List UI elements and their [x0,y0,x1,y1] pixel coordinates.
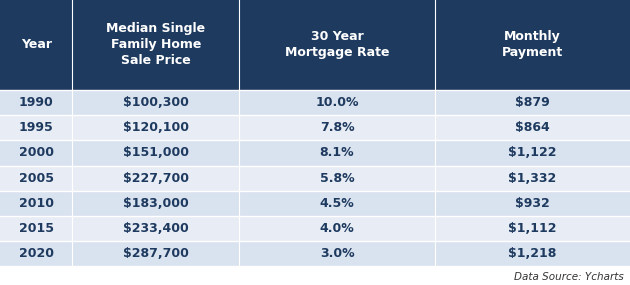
Text: $287,700: $287,700 [123,247,189,260]
Text: $932: $932 [515,197,550,210]
Text: $151,000: $151,000 [123,146,189,159]
Text: 2020: 2020 [19,247,54,260]
Text: 2005: 2005 [19,172,54,185]
Text: 3.0%: 3.0% [320,247,354,260]
Text: 4.5%: 4.5% [319,197,355,210]
Text: 1995: 1995 [19,121,54,134]
Text: $879: $879 [515,96,550,109]
Text: $1,332: $1,332 [508,172,556,185]
Text: Year: Year [21,38,52,51]
Text: 2010: 2010 [19,197,54,210]
Bar [0,140,630,166]
Text: $120,100: $120,100 [123,121,189,134]
Text: 2015: 2015 [19,222,54,235]
Text: $233,400: $233,400 [123,222,189,235]
Bar [0,266,630,285]
Text: $864: $864 [515,121,550,134]
Text: 10.0%: 10.0% [315,96,359,109]
Bar [0,0,630,90]
Bar [0,241,630,266]
Text: $1,218: $1,218 [508,247,556,260]
Bar [0,115,630,140]
Text: 5.8%: 5.8% [320,172,354,185]
Text: $183,000: $183,000 [123,197,189,210]
Text: $227,700: $227,700 [123,172,189,185]
Bar [0,191,630,216]
Bar [0,166,630,191]
Text: Monthly
Payment: Monthly Payment [501,30,563,59]
Text: 8.1%: 8.1% [320,146,354,159]
Text: 2000: 2000 [19,146,54,159]
Text: $100,300: $100,300 [123,96,189,109]
Text: Median Single
Family Home
Sale Price: Median Single Family Home Sale Price [106,23,205,67]
Bar [0,90,630,115]
Text: $1,112: $1,112 [508,222,556,235]
Text: 30 Year
Mortgage Rate: 30 Year Mortgage Rate [285,30,389,59]
Text: 7.8%: 7.8% [320,121,354,134]
Text: 4.0%: 4.0% [319,222,355,235]
Text: Data Source: Ycharts: Data Source: Ycharts [514,272,624,282]
Bar [0,216,630,241]
Text: 1990: 1990 [19,96,54,109]
Text: $1,122: $1,122 [508,146,556,159]
